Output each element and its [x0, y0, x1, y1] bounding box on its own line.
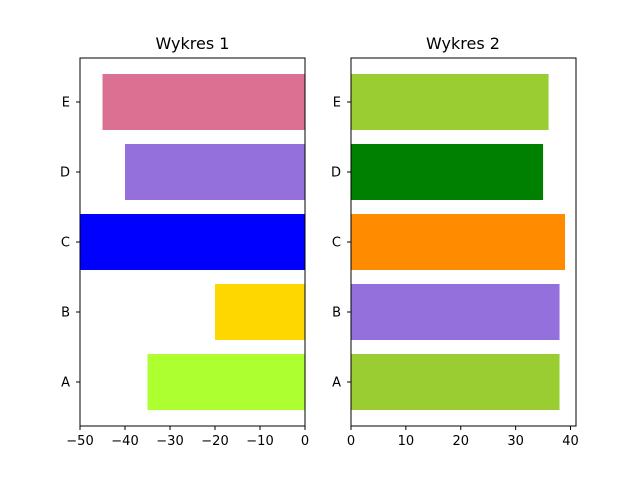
x-tick-label: 30	[507, 434, 524, 449]
x-tick-label: 40	[562, 434, 579, 449]
bar-e	[102, 74, 305, 130]
y-tick-label: C	[332, 236, 341, 251]
chart-title: Wykres 1	[156, 34, 230, 53]
y-tick-label: D	[60, 166, 70, 181]
x-tick-label: 20	[452, 434, 469, 449]
bar-e	[351, 74, 549, 130]
x-tick-label: −50	[66, 434, 93, 449]
chart-title: Wykres 2	[426, 34, 500, 53]
x-tick-label: 0	[347, 434, 355, 449]
y-tick-label: C	[61, 236, 70, 251]
bar-b	[351, 284, 560, 340]
bar-d	[125, 144, 305, 200]
bar-group	[351, 74, 566, 410]
x-tick-label: −30	[156, 434, 183, 449]
y-tick-label: B	[61, 306, 70, 321]
y-tick-label: A	[332, 376, 341, 391]
bar-c	[351, 214, 566, 270]
x-axis: 0 10 20 30 40	[347, 426, 579, 449]
y-tick-label: E	[62, 96, 70, 111]
y-tick-label: B	[332, 306, 341, 321]
y-axis: A B C D E	[60, 96, 80, 391]
bar-b	[215, 284, 305, 340]
y-tick-label: D	[331, 166, 341, 181]
y-tick-label: A	[61, 376, 70, 391]
y-axis: A B C D E	[331, 96, 351, 391]
bar-a	[147, 354, 305, 410]
chart-panel-wykres-1: Wykres 1 A B C D E −50 −40 −30 −20 −10 0	[60, 34, 309, 449]
bar-d	[351, 144, 544, 200]
x-tick-label: −40	[111, 434, 138, 449]
chart-panel-wykres-2: Wykres 2 A B C D E 0 10 20 30 40	[331, 34, 579, 449]
x-tick-label: 0	[301, 434, 309, 449]
x-tick-label: −20	[201, 434, 228, 449]
bar-a	[351, 354, 560, 410]
y-tick-label: E	[333, 96, 341, 111]
x-axis: −50 −40 −30 −20 −10 0	[66, 426, 309, 449]
bar-c	[80, 214, 305, 270]
x-tick-label: 10	[398, 434, 415, 449]
x-tick-label: −10	[246, 434, 273, 449]
bar-group	[80, 74, 305, 410]
